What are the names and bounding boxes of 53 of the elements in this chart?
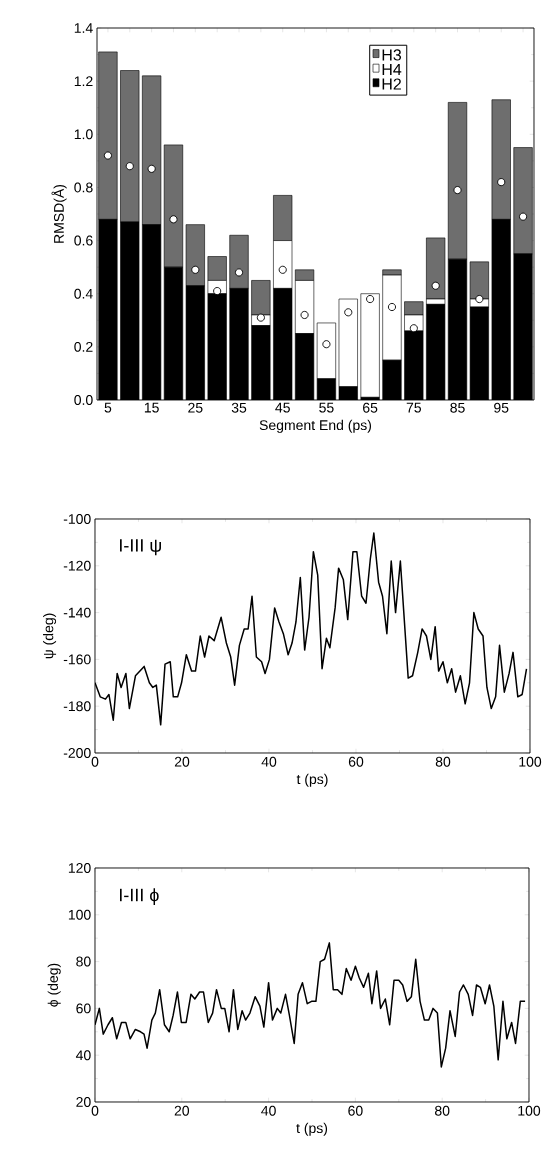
y-tick-label: 0.6 — [74, 235, 93, 246]
x-tick-label: 60 — [348, 1105, 363, 1116]
x-tick-label: 15 — [144, 402, 159, 413]
x-tick-label: 40 — [261, 1105, 276, 1116]
x-tick-label: 55 — [319, 402, 334, 413]
x-tick-label: 40 — [261, 756, 277, 767]
y-tick-label: -100 — [63, 514, 91, 524]
y-tick-label: -140 — [63, 607, 91, 618]
x-tick-label: 0 — [91, 756, 99, 767]
annotation: I-III ψ — [120, 539, 161, 556]
x-tick-label: 35 — [231, 402, 247, 413]
x-tick-label: 95 — [494, 402, 509, 413]
x-tick-label: 100 — [519, 756, 542, 767]
y-tick-label: 0.2 — [74, 341, 93, 352]
legend-label: H2 — [382, 78, 401, 90]
x-tick-label: 20 — [174, 756, 190, 767]
y-tick-label: -160 — [63, 654, 91, 665]
x-tick-label: 85 — [450, 402, 465, 413]
y-tick-label: 0.4 — [74, 288, 93, 299]
x-axis-title: Segment End (ps) — [259, 419, 372, 433]
y-tick-label: 0.8 — [74, 182, 93, 193]
annotation: I-III ϕ — [119, 888, 159, 905]
y-tick-label: 60 — [76, 1003, 91, 1014]
x-tick-label: 100 — [518, 1105, 541, 1116]
x-tick-label: 65 — [363, 402, 378, 413]
y-tick-label: 120 — [68, 863, 91, 873]
y-tick-label: -200 — [63, 748, 91, 758]
y-tick-label: 100 — [68, 909, 91, 920]
y-tick-label: 0.0 — [74, 395, 93, 405]
y-axis-title: ϕ (deg) — [47, 963, 61, 1007]
x-axis-title: t (ps) — [296, 1122, 328, 1136]
y-tick-label: 1.4 — [74, 23, 93, 33]
x-tick-label: 0 — [91, 1105, 99, 1116]
x-tick-label: 25 — [188, 402, 203, 413]
y-tick-label: -180 — [63, 701, 91, 712]
x-tick-label: 80 — [435, 756, 451, 767]
x-tick-label: 45 — [275, 402, 290, 413]
y-tick-label: 40 — [75, 1050, 91, 1061]
y-tick-label: -120 — [63, 560, 91, 571]
x-tick-label: 20 — [174, 1105, 190, 1116]
x-tick-label: 60 — [348, 756, 364, 767]
y-axis-title: ψ (deg) — [43, 613, 57, 659]
y-axis-title: RMSD(Å) — [51, 184, 67, 243]
y-tick-label: 1.0 — [74, 129, 93, 140]
x-tick-label: 80 — [435, 1105, 450, 1116]
y-tick-label: 1.2 — [74, 76, 93, 87]
legend-label: H3 — [382, 49, 402, 61]
x-tick-label: 75 — [406, 402, 422, 413]
y-tick-label: 80 — [76, 956, 91, 967]
y-tick-label: 20 — [76, 1097, 91, 1107]
legend-label: H4 — [382, 63, 402, 75]
x-axis-title: t (ps) — [296, 773, 328, 787]
x-tick-label: 5 — [104, 402, 112, 413]
